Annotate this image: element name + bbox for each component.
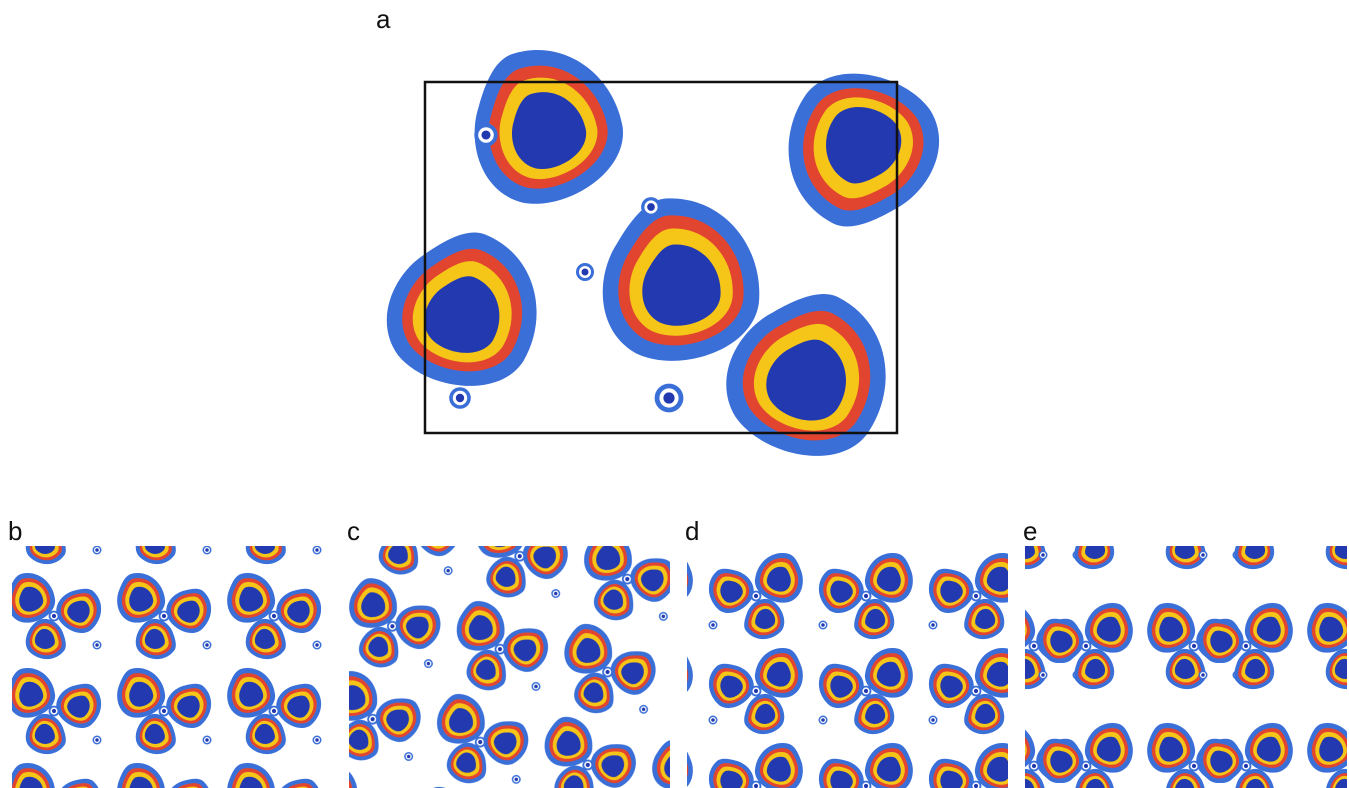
panel-label: b [8,516,22,546]
panel-label: d [685,516,699,546]
panel-label: a [376,4,391,34]
tiling-c [349,546,670,788]
tiling-e [1025,546,1347,788]
tiling-b [12,546,333,788]
marbling-a [373,23,956,476]
tiling-d [687,546,1008,788]
panel-label: c [347,516,360,546]
figure: a b c d e [0,0,1349,788]
panel-label: e [1023,516,1037,546]
